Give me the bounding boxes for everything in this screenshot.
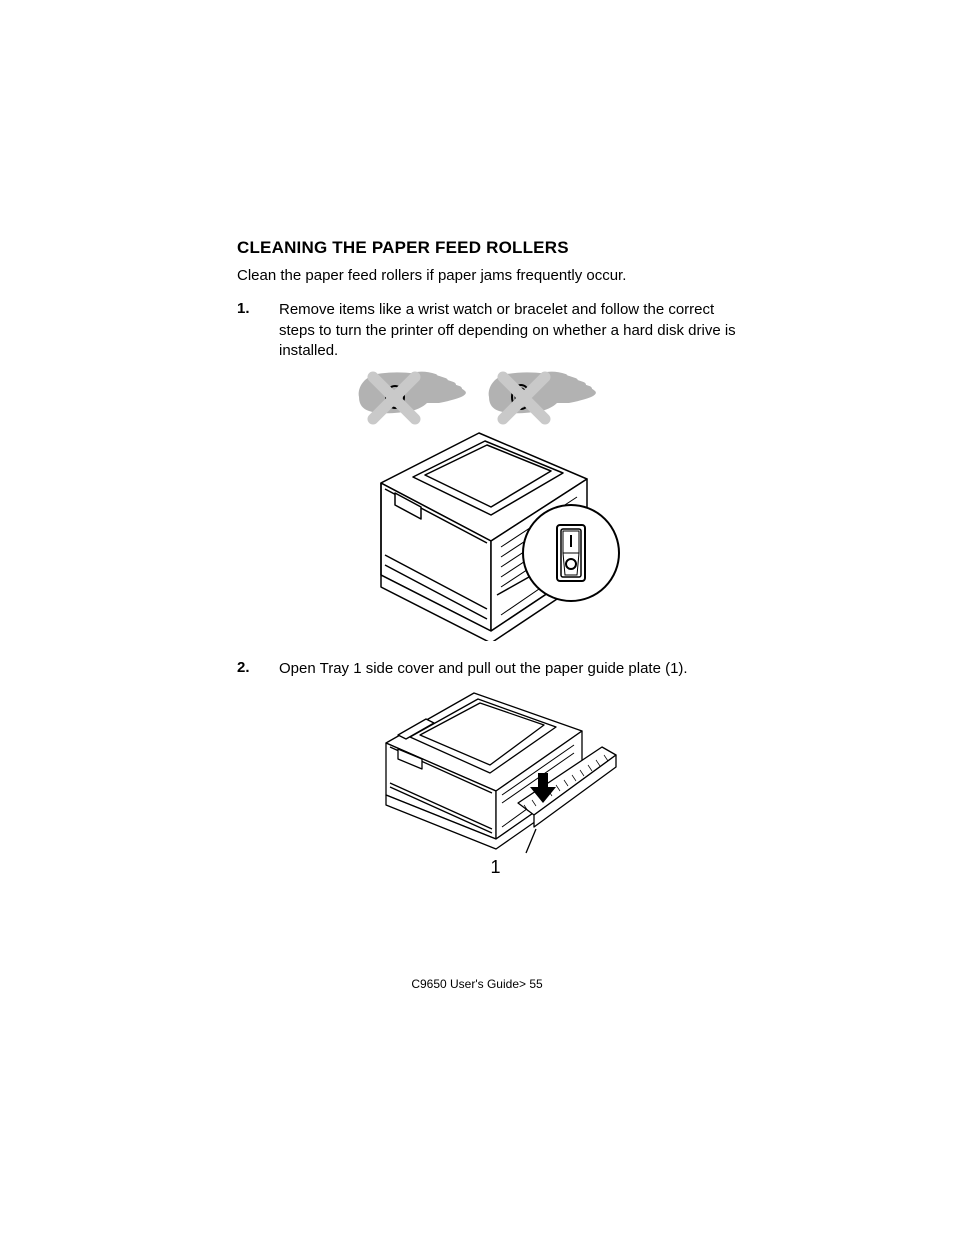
page-footer: C9650 User's Guide> 55	[0, 977, 954, 991]
illustration-1	[237, 369, 754, 641]
intro-paragraph: Clean the paper feed rollers if paper ja…	[237, 266, 754, 286]
step-2-text: Open Tray 1 side cover and pull out the …	[279, 659, 754, 679]
step-1-number: 1.	[237, 300, 279, 361]
step-2: 2. Open Tray 1 side cover and pull out t…	[237, 659, 754, 679]
printer-tray-open-diagram-icon	[368, 687, 623, 855]
step-1-text: Remove items like a wrist watch or brace…	[279, 300, 754, 361]
document-page: CLEANING THE PAPER FEED ROLLERS Clean th…	[0, 0, 954, 1235]
printer-power-off-diagram-icon	[351, 369, 641, 641]
step-2-number: 2.	[237, 659, 279, 679]
illustration-2-callout: 1	[490, 857, 500, 878]
illustration-2: 1	[237, 687, 754, 878]
step-1: 1. Remove items like a wrist watch or br…	[237, 300, 754, 361]
section-heading: CLEANING THE PAPER FEED ROLLERS	[237, 238, 754, 258]
